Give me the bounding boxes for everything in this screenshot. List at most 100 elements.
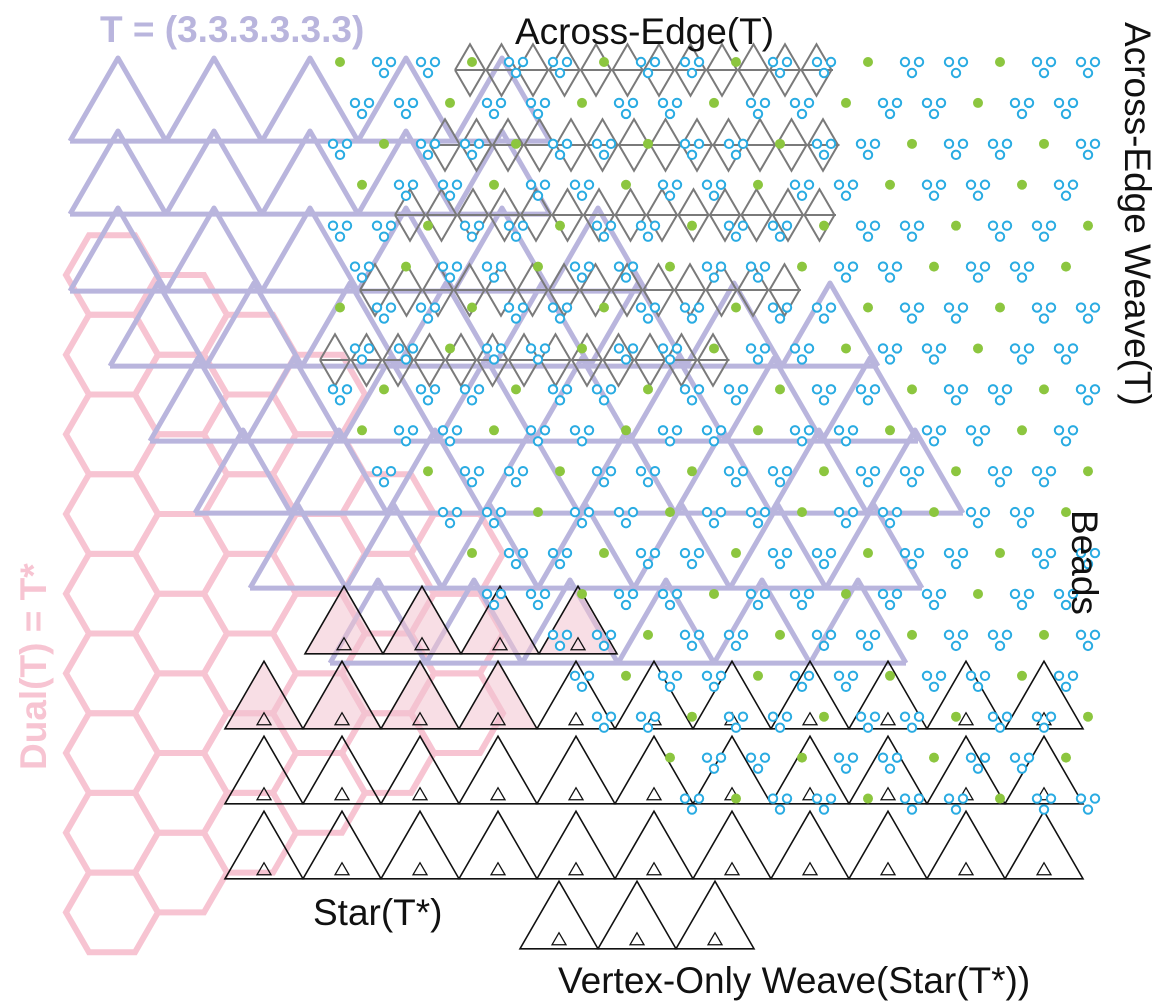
blue-bead xyxy=(517,547,529,559)
blue-bead xyxy=(569,179,581,190)
blue-bead xyxy=(715,179,727,190)
blue-bead xyxy=(884,272,896,283)
blue-bead xyxy=(921,670,933,681)
across-edge-row xyxy=(394,187,836,243)
star-triangle xyxy=(535,734,617,805)
green-bead xyxy=(709,343,719,354)
green-bead xyxy=(357,425,367,436)
blue-bead xyxy=(547,547,559,559)
blue-bead xyxy=(642,722,654,733)
blue-bead xyxy=(1009,97,1021,109)
triangle-row xyxy=(107,280,881,369)
blue-bead xyxy=(693,547,705,559)
blue-bead xyxy=(979,670,991,681)
green-bead xyxy=(841,97,851,108)
blue-bead xyxy=(693,793,705,804)
blue-bead xyxy=(605,466,617,477)
blue-bead xyxy=(481,506,493,518)
star-triangle xyxy=(1003,734,1085,805)
blue-bead xyxy=(891,97,903,109)
star-triangle xyxy=(847,734,929,805)
blue-bead xyxy=(1001,220,1013,231)
triangle-row xyxy=(67,55,553,144)
green-bead xyxy=(379,384,389,395)
green-bead xyxy=(709,97,719,108)
green-bead xyxy=(863,793,873,804)
inner-triangle xyxy=(411,711,429,726)
blue-bead xyxy=(1075,138,1087,150)
triangle-row xyxy=(67,128,553,217)
green-bead xyxy=(621,425,631,436)
green-bead xyxy=(995,548,1005,559)
blue-bead xyxy=(400,354,412,365)
star-triangle xyxy=(925,734,1007,805)
inner-triangle xyxy=(723,861,741,876)
blue-bead xyxy=(855,711,867,722)
blue-bead xyxy=(701,670,713,681)
blue-bead xyxy=(950,804,962,815)
blue-bead xyxy=(715,670,727,681)
blue-bead xyxy=(723,220,735,231)
blue-bead xyxy=(899,56,911,68)
blue-bead xyxy=(620,108,632,120)
blue-bead xyxy=(759,97,771,109)
blue-bead xyxy=(994,640,1006,652)
blue-bead xyxy=(1038,313,1050,324)
blue-bead xyxy=(605,384,617,395)
green-bead xyxy=(577,588,587,599)
blue-bead xyxy=(488,599,500,611)
blue-bead xyxy=(715,261,727,272)
blue-bead xyxy=(921,343,933,354)
blue-bead xyxy=(1067,97,1079,109)
green-bead xyxy=(511,384,521,395)
inner-triangle xyxy=(333,711,351,726)
green-bead xyxy=(797,507,807,518)
green-bead xyxy=(885,670,895,681)
blue-bead xyxy=(935,588,947,600)
blue-bead xyxy=(444,190,456,201)
green-bead xyxy=(863,302,873,313)
blue-bead xyxy=(767,711,779,722)
blue-bead xyxy=(664,436,676,447)
blue-bead xyxy=(935,425,947,436)
blue-bead xyxy=(752,354,764,365)
blue-bead xyxy=(393,343,405,354)
blue-bead xyxy=(1001,629,1013,641)
blue-bead xyxy=(635,547,647,559)
green-bead xyxy=(467,548,477,559)
blue-bead xyxy=(363,261,375,272)
blue-bead xyxy=(833,670,845,681)
blue-bead xyxy=(591,384,603,395)
green-bead xyxy=(775,384,785,395)
blue-bead xyxy=(613,588,625,600)
blue-bead xyxy=(877,588,889,600)
green-bead xyxy=(753,425,763,436)
blue-bead xyxy=(957,547,969,559)
blue-bead xyxy=(554,149,566,161)
blue-bead xyxy=(671,588,683,600)
blue-bead xyxy=(811,629,823,641)
blue-bead xyxy=(569,670,581,681)
blue-bead xyxy=(1016,354,1028,365)
blue-bead xyxy=(723,711,735,722)
blue-bead xyxy=(708,272,720,283)
blue-bead xyxy=(957,302,969,313)
across-edge-label: Across-Edge(T) xyxy=(515,11,774,52)
blue-bead xyxy=(378,477,390,488)
inner-triangle xyxy=(957,711,975,726)
inner-triangle xyxy=(706,931,724,946)
blue-bead xyxy=(811,547,823,559)
blue-bead xyxy=(627,97,639,109)
blue-bead xyxy=(642,477,654,488)
blue-bead xyxy=(649,711,661,722)
blue-bead xyxy=(1053,425,1065,436)
blue-bead xyxy=(1053,179,1065,190)
blue-bead xyxy=(1045,793,1057,804)
star-triangle xyxy=(303,584,385,655)
green-bead xyxy=(445,97,455,108)
blue-bead xyxy=(847,670,859,681)
blue-bead xyxy=(657,425,669,436)
blue-bead xyxy=(745,752,757,763)
green-bead xyxy=(1017,425,1027,436)
inner-triangle xyxy=(567,861,585,876)
